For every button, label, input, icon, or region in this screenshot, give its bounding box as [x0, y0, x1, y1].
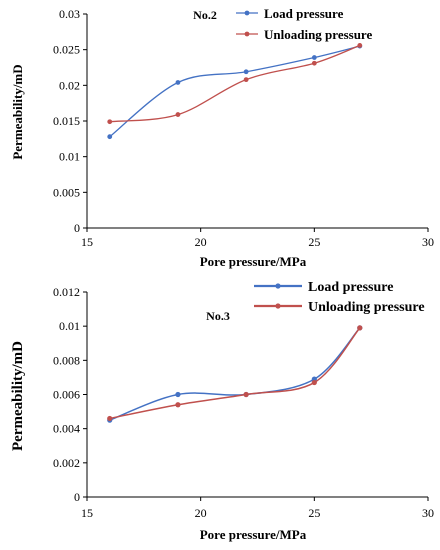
series-line-unloading — [109, 44, 361, 123]
y-tick-label: 0.025 — [53, 43, 80, 57]
y-tick-label: 0.002 — [53, 456, 80, 470]
y-axis-label: Permeability/mD — [10, 341, 26, 451]
chart-title: No.2 — [193, 8, 217, 22]
data-point — [107, 415, 113, 422]
y-tick-label: 0.005 — [53, 185, 80, 199]
data-point — [243, 69, 249, 75]
y-tick-label: 0 — [74, 221, 80, 235]
x-tick-label: 25 — [308, 506, 320, 520]
y-tick-label: 0.02 — [59, 78, 80, 92]
y-tick-label: 0 — [74, 490, 80, 504]
y-tick-label: 0.012 — [53, 285, 80, 299]
x-tick-label: 20 — [195, 235, 207, 249]
legend-swatch-marker — [244, 31, 250, 37]
y-tick-label: 0.03 — [59, 7, 80, 21]
data-point — [175, 80, 181, 85]
x-axis-label: Pore pressure/MPa — [200, 527, 307, 542]
data-point — [107, 119, 113, 125]
x-tick-label: 25 — [308, 235, 320, 249]
data-point — [311, 379, 317, 386]
x-axis-label: Pore pressure/MPa — [200, 254, 307, 269]
data-point — [175, 402, 181, 408]
data-point — [107, 134, 113, 140]
legend-entry: Unloading pressure — [264, 27, 372, 42]
x-tick-label: 30 — [422, 235, 434, 249]
x-tick-label: 15 — [81, 235, 93, 249]
legend-swatch-marker — [275, 303, 281, 309]
x-tick-label: 20 — [195, 506, 207, 520]
legend-entry: Load pressure — [264, 6, 344, 21]
series-line-load — [109, 327, 361, 421]
chart-no2: 0 0.005 0.01 0.015 0.02 0.025 0.03 15 20 25 30 Pore… — [10, 6, 434, 269]
legend-entry: Load pressure — [308, 280, 393, 295]
data-point — [357, 42, 363, 48]
data-point — [243, 77, 249, 83]
y-tick-label: 0.004 — [53, 422, 80, 436]
y-axis-label: Permeability/mD — [10, 64, 25, 159]
y-tick-label: 0.01 — [59, 150, 80, 164]
data-point — [311, 60, 317, 66]
x-tick-label: 15 — [81, 506, 93, 520]
data-point — [357, 325, 363, 331]
y-tick-label: 0.008 — [53, 353, 80, 367]
legend-swatch-marker — [244, 10, 250, 16]
legend-entry: Unloading pressure — [308, 300, 425, 315]
y-tick-label: 0.01 — [59, 319, 80, 333]
legend-swatch-marker — [275, 283, 281, 289]
series-line-load — [109, 45, 360, 138]
data-point — [175, 112, 181, 117]
data-point — [243, 391, 249, 398]
y-tick-label: 0.015 — [53, 114, 80, 128]
y-tick-label: 0.006 — [53, 388, 80, 402]
data-point — [311, 55, 317, 60]
chart-title: No.3 — [206, 309, 230, 323]
chart-no3: 0 0.002 0.004 0.006 0.008 0.01 0.012 15 20 25 30 Po… — [10, 280, 434, 542]
x-tick-label: 30 — [422, 506, 434, 520]
data-point — [175, 391, 181, 398]
